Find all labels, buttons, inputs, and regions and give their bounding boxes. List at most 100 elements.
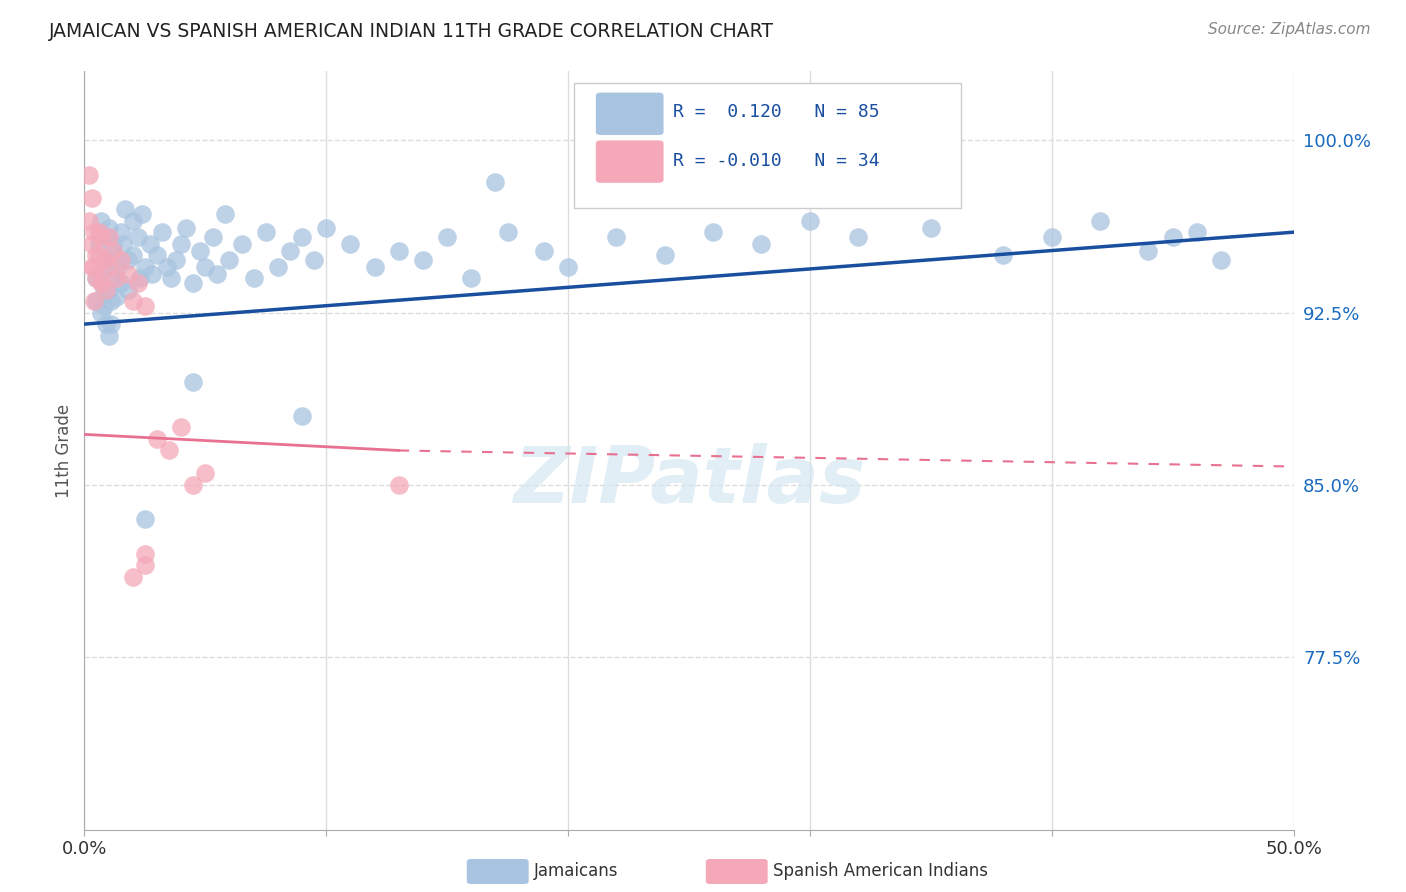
Point: [993, 248, 1015, 262]
Point: [94, 229, 117, 244]
Text: JAMAICAN VS SPANISH AMERICAN INDIAN 11TH GRADE CORRELATION CHART: JAMAICAN VS SPANISH AMERICAN INDIAN 11TH…: [49, 22, 775, 41]
Point: [1185, 225, 1208, 239]
Point: [87, 248, 110, 262]
Point: [207, 267, 229, 281]
Point: [496, 225, 519, 239]
Point: [157, 443, 180, 458]
Point: [484, 175, 506, 189]
Point: [97, 229, 120, 244]
Point: [121, 294, 143, 309]
Point: [231, 236, 253, 251]
Point: [110, 252, 132, 267]
Point: [90, 276, 112, 290]
Point: [121, 248, 143, 262]
Point: [103, 236, 125, 251]
Point: [339, 236, 361, 251]
Point: [799, 213, 821, 227]
FancyBboxPatch shape: [596, 140, 664, 183]
Point: [1040, 229, 1063, 244]
Point: [80, 236, 103, 251]
Point: [94, 283, 117, 297]
Point: [112, 236, 135, 251]
Point: [315, 220, 337, 235]
Point: [218, 252, 240, 267]
Point: [388, 244, 411, 258]
Point: [104, 252, 127, 267]
Point: [127, 276, 149, 290]
Point: [86, 248, 108, 262]
Point: [93, 260, 115, 274]
Point: [155, 260, 177, 274]
Point: [110, 276, 132, 290]
Point: [77, 213, 100, 227]
Point: [170, 236, 193, 251]
Point: [214, 207, 236, 221]
Point: [104, 289, 127, 303]
Point: [605, 229, 627, 244]
Point: [363, 260, 385, 274]
Point: [267, 260, 290, 274]
Point: [170, 420, 193, 434]
Point: [107, 260, 129, 274]
Text: ZIPatlas: ZIPatlas: [513, 442, 865, 519]
Y-axis label: 11th Grade: 11th Grade: [55, 403, 73, 498]
Point: [97, 260, 120, 274]
Point: [80, 191, 103, 205]
Point: [90, 229, 112, 244]
Point: [460, 271, 482, 285]
Point: [97, 252, 120, 267]
Point: [117, 267, 139, 281]
Point: [165, 252, 187, 267]
Point: [557, 260, 579, 274]
Point: [533, 244, 555, 258]
Point: [181, 375, 204, 389]
Point: [174, 220, 197, 235]
Text: Source: ZipAtlas.com: Source: ZipAtlas.com: [1208, 22, 1371, 37]
Point: [920, 220, 942, 235]
Point: [751, 236, 773, 251]
Point: [146, 432, 169, 446]
Point: [97, 283, 120, 297]
Point: [134, 299, 156, 313]
Point: [181, 478, 204, 492]
Point: [121, 213, 143, 227]
Text: Jamaicans: Jamaicans: [534, 863, 619, 880]
FancyBboxPatch shape: [596, 93, 664, 135]
Point: [110, 225, 132, 239]
Point: [131, 207, 153, 221]
FancyBboxPatch shape: [574, 83, 962, 208]
Point: [141, 267, 163, 281]
Point: [103, 271, 125, 285]
Point: [146, 248, 169, 262]
Point: [90, 213, 112, 227]
Point: [150, 225, 173, 239]
Point: [103, 244, 125, 258]
Point: [93, 283, 115, 297]
Point: [90, 305, 112, 319]
Point: [412, 252, 434, 267]
Point: [87, 236, 110, 251]
Point: [134, 558, 156, 573]
Point: [194, 467, 217, 481]
Point: [83, 225, 105, 239]
Point: [134, 547, 156, 561]
Point: [86, 271, 108, 285]
Point: [97, 328, 120, 343]
Point: [242, 271, 264, 285]
Point: [86, 271, 108, 285]
Point: [114, 202, 136, 217]
Point: [201, 229, 224, 244]
Point: [181, 276, 204, 290]
Point: [93, 252, 115, 267]
Point: [702, 145, 724, 159]
Point: [83, 260, 105, 274]
Point: [134, 512, 156, 526]
Point: [104, 271, 127, 285]
Point: [134, 260, 156, 274]
Point: [87, 225, 110, 239]
Point: [654, 248, 676, 262]
Point: [117, 283, 139, 297]
Point: [702, 225, 724, 239]
Point: [93, 299, 115, 313]
Point: [77, 168, 100, 182]
